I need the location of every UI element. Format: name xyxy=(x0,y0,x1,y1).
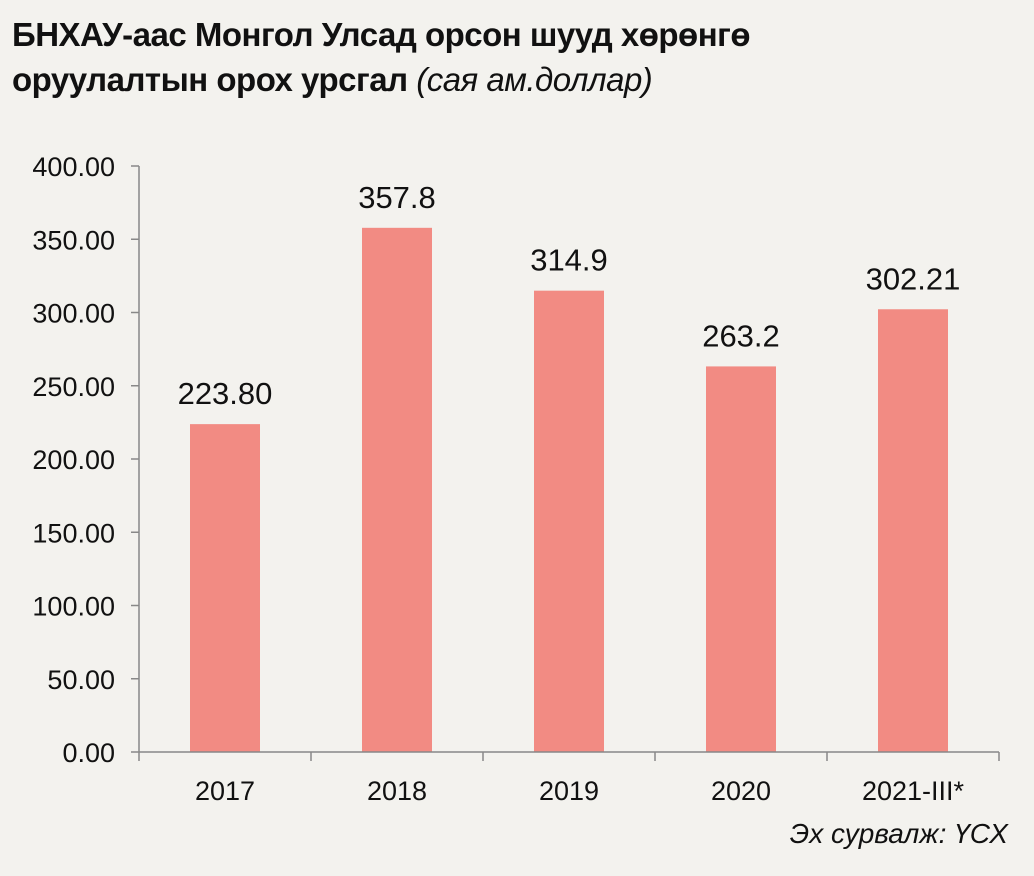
y-tick-label: 350.00 xyxy=(32,225,115,255)
chart-title-line2: оруулалтын орох урсгал xyxy=(12,61,408,98)
y-tick-label: 50.00 xyxy=(47,665,115,695)
x-tick-label: 2019 xyxy=(539,776,599,806)
data-label: 357.8 xyxy=(358,180,436,215)
y-tick-label: 300.00 xyxy=(32,299,115,329)
y-tick-label: 150.00 xyxy=(32,518,115,548)
data-label: 302.21 xyxy=(866,261,961,296)
bar-2021-III* xyxy=(878,309,948,752)
bar-2017 xyxy=(190,424,260,752)
data-label: 314.9 xyxy=(530,243,608,278)
bar-2019 xyxy=(534,290,604,752)
y-tick-label: 400.00 xyxy=(32,152,115,182)
data-label: 223.80 xyxy=(178,376,273,411)
chart-title-line1: БНХАУ-аас Монгол Улсад орсон шууд хөрөнг… xyxy=(12,16,751,53)
y-tick-label: 0.00 xyxy=(62,738,115,768)
y-tick-label: 200.00 xyxy=(32,445,115,475)
x-tick-label: 2017 xyxy=(195,776,255,806)
y-tick-label: 100.00 xyxy=(32,592,115,622)
x-tick-label: 2021-III* xyxy=(862,776,965,806)
bar-2020 xyxy=(706,366,776,752)
chart-unit: (сая ам.доллар) xyxy=(416,61,653,98)
bar-2018 xyxy=(362,227,432,752)
source-note: Эх сурвалж: ҮСХ xyxy=(789,818,1008,849)
x-tick-label: 2018 xyxy=(367,776,427,806)
data-label: 263.2 xyxy=(702,318,780,353)
x-tick-label: 2020 xyxy=(711,776,771,806)
y-tick-label: 250.00 xyxy=(32,372,115,402)
chart-title: БНХАУ-аас Монгол Улсад орсон шууд хөрөнг… xyxy=(12,12,751,102)
